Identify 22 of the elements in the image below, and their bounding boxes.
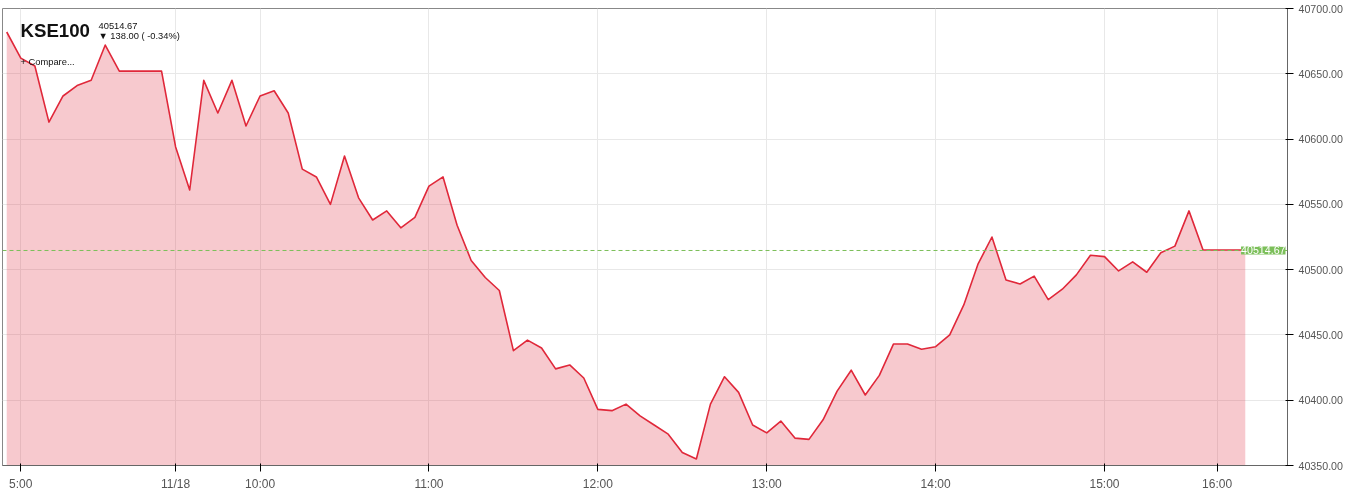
annotation: ▼ 138.00 ( -0.34%) <box>98 30 180 41</box>
annotation: + Compare... <box>20 56 75 67</box>
y-tick-label: 40500.00 <box>1298 263 1344 276</box>
y-tick-label: 40350.00 <box>1298 459 1344 472</box>
text: KSE100 <box>20 19 90 41</box>
x-tick-label: 10:00 <box>245 476 276 491</box>
y-tick-label: 40450.00 <box>1298 328 1344 341</box>
y-tick-label: 40550.00 <box>1298 198 1344 211</box>
y-tick-label: 40600.00 <box>1298 133 1344 146</box>
x-tick-label: 16:00 <box>1202 476 1233 491</box>
x-tick-label: 11:00 <box>414 476 444 491</box>
y-tick-label: 40400.00 <box>1298 394 1344 407</box>
text: 40514.67 <box>98 20 138 31</box>
x-tick-label: 11/18 <box>161 476 191 491</box>
x-tick-label: 15:00 <box>1089 476 1120 491</box>
x-tick-label: 5:00 <box>9 476 33 491</box>
y-tick-label: 40700.00 <box>1298 2 1344 15</box>
y-tick-label: 40650.00 <box>1298 67 1344 80</box>
ref-line-label: 40514.67 <box>1241 244 1286 257</box>
x-tick-label: 13:00 <box>751 476 783 491</box>
x-tick-label: 14:00 <box>920 476 951 491</box>
x-tick-label: 12:00 <box>582 476 614 491</box>
